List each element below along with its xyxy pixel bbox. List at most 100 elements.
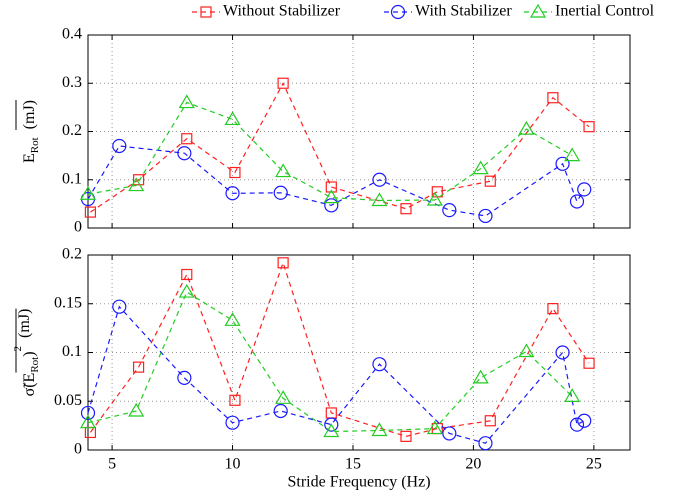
y-label-part: Rot <box>29 357 41 373</box>
series-line <box>89 260 590 438</box>
marker-square <box>325 181 337 193</box>
marker-triangle <box>426 420 443 435</box>
marker-triangle <box>224 111 241 126</box>
marker-triangle <box>178 283 195 298</box>
marker-circle <box>273 403 288 419</box>
marker-square <box>484 415 496 427</box>
marker-triangle <box>323 423 340 438</box>
marker-triangle <box>371 192 388 207</box>
marker-circle <box>442 426 457 441</box>
y-label-part: (mJ) <box>16 309 33 338</box>
marker-triangle <box>323 189 340 204</box>
x-tick-label: 20 <box>465 456 481 473</box>
marker-triangle <box>371 422 388 437</box>
marker-circle <box>478 208 493 224</box>
marker-square <box>84 426 97 439</box>
marker-circle <box>112 299 127 314</box>
x-tick-label: 5 <box>108 456 116 473</box>
marker-triangle <box>564 388 581 402</box>
y-label-part: Rot <box>29 137 41 153</box>
y-label-part: E <box>21 153 38 163</box>
x-tick-label: 10 <box>225 456 241 473</box>
y-tick-label: 0 <box>74 219 82 236</box>
marker-square <box>484 175 496 187</box>
legend-label: With Stabilizer <box>415 3 512 20</box>
y-axis-label: ERot (mJ) <box>21 100 41 163</box>
marker-triangle <box>564 147 581 162</box>
y-label-part: (mJ) <box>21 100 38 129</box>
y-tick-label: 0.15 <box>54 294 82 311</box>
marker-triangle <box>224 312 241 326</box>
marker-triangle <box>178 94 195 109</box>
marker-circle <box>112 138 127 154</box>
marker-square <box>547 92 559 104</box>
marker-circle <box>273 185 288 200</box>
marker-square <box>181 268 193 281</box>
marker-circle <box>442 203 457 218</box>
marker-square <box>400 430 412 442</box>
marker-circle <box>555 345 570 360</box>
marker-triangle <box>426 191 443 206</box>
marker-circle <box>577 182 592 197</box>
legend-label: Inertial Control <box>555 3 655 20</box>
marker-circle <box>478 436 493 451</box>
marker-triangle <box>472 369 489 384</box>
marker-square <box>132 174 145 186</box>
marker-square <box>229 394 241 406</box>
x-axis-label: Stride Frequency (Hz) <box>287 474 430 491</box>
marker-circle <box>390 4 406 20</box>
marker-square <box>132 361 145 373</box>
marker-triangle <box>79 186 97 200</box>
y-tick-label: 0 <box>74 441 82 458</box>
series-line <box>87 291 573 433</box>
x-tick-label: 15 <box>345 456 361 473</box>
y-axis-label: σ̃(ERot)2 (mJ) <box>12 309 41 397</box>
y-tick-label: 0.2 <box>62 246 82 263</box>
x-tick-label: 25 <box>586 456 602 473</box>
marker-square <box>84 206 97 218</box>
marker-square <box>277 77 289 89</box>
y-label-part: σ̃(E <box>21 373 38 397</box>
marker-circle <box>80 405 96 421</box>
marker-circle <box>372 357 387 372</box>
marker-square <box>547 303 559 315</box>
marker-circle <box>555 156 570 171</box>
legend-label: Without Stabilizer <box>223 3 341 20</box>
marker-circle <box>372 172 387 187</box>
y-tick-label: 0.2 <box>62 122 82 139</box>
marker-circle <box>569 194 585 209</box>
marker-triangle <box>472 160 489 175</box>
marker-circle <box>569 417 585 432</box>
marker-square <box>181 133 193 145</box>
series-line <box>87 305 585 444</box>
y-tick-label: 0.05 <box>54 392 82 409</box>
marker-triangle <box>79 414 97 429</box>
marker-triangle <box>529 3 547 18</box>
series-line <box>87 101 573 202</box>
marker-triangle <box>128 402 145 417</box>
marker-triangle <box>128 177 145 192</box>
plot-frame <box>87 34 631 229</box>
y-label-part: 2 <box>12 346 24 352</box>
series-line <box>90 81 590 213</box>
marker-triangle <box>275 390 292 404</box>
marker-circle <box>577 413 592 428</box>
marker-square <box>583 121 595 133</box>
y-tick-label: 0.4 <box>62 26 82 43</box>
marker-circle <box>324 198 339 213</box>
marker-square <box>277 257 289 269</box>
marker-circle <box>225 415 240 430</box>
marker-circle <box>177 146 192 161</box>
marker-triangle <box>518 120 535 135</box>
plot-frame <box>87 254 631 451</box>
marker-circle <box>324 417 339 432</box>
marker-triangle <box>275 163 292 178</box>
marker-square <box>229 166 241 179</box>
marker-square <box>583 357 595 369</box>
y-label-part: ) <box>21 351 38 356</box>
marker-triangle <box>518 343 535 358</box>
y-tick-label: 0.1 <box>62 170 82 187</box>
y-tick-label: 0.1 <box>62 343 82 360</box>
marker-square <box>400 203 412 215</box>
